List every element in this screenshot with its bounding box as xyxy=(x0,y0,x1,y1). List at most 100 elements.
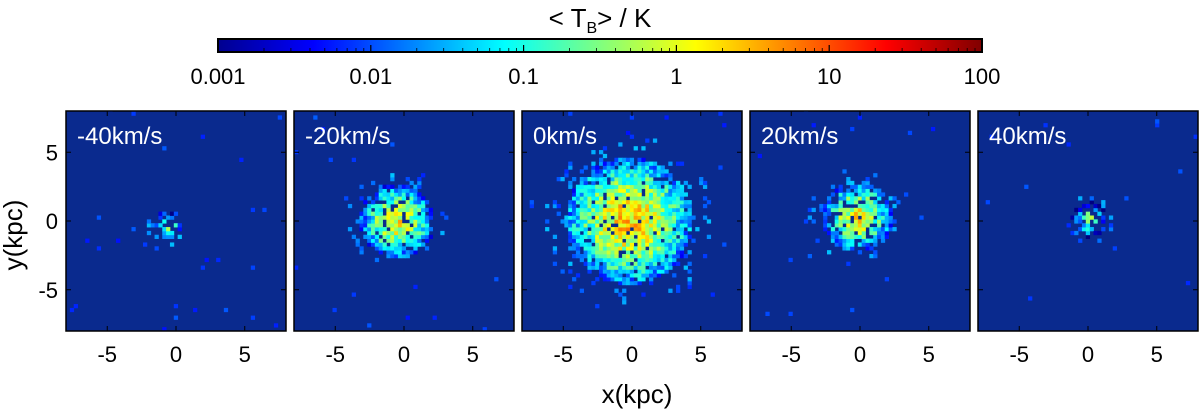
map-cell xyxy=(625,238,631,243)
map-cell xyxy=(421,242,426,247)
map-cell xyxy=(154,223,159,228)
map-cell xyxy=(834,238,839,243)
map-cell xyxy=(223,307,229,313)
map-cell xyxy=(405,223,410,228)
map-cell xyxy=(645,269,650,274)
map-cell xyxy=(633,196,638,201)
map-cell xyxy=(579,288,584,293)
map-cell xyxy=(652,246,658,251)
map-cell xyxy=(645,184,650,189)
map-cell xyxy=(660,188,665,193)
map-cell xyxy=(595,219,600,224)
map-cell xyxy=(618,230,623,236)
map-cell xyxy=(861,211,866,216)
map-cell xyxy=(830,192,836,197)
map-cell xyxy=(710,292,715,297)
map-cell xyxy=(587,192,592,197)
map-cell xyxy=(861,180,866,186)
map-cell xyxy=(877,188,882,193)
map-cell xyxy=(579,192,584,197)
map-cell xyxy=(811,207,816,213)
map-cell xyxy=(857,188,863,193)
map-cell xyxy=(649,184,654,189)
map-cell xyxy=(610,273,615,278)
map-cell xyxy=(606,215,611,220)
map-cell xyxy=(405,211,410,216)
map-cell xyxy=(842,211,847,216)
map-cell xyxy=(401,234,407,239)
map-cell xyxy=(877,223,882,228)
map-cell xyxy=(672,200,677,205)
map-cell xyxy=(614,184,619,189)
map-cell xyxy=(405,254,410,259)
map-cell xyxy=(606,269,611,274)
map-cell xyxy=(842,207,847,213)
map-cell xyxy=(413,184,418,189)
map-cell xyxy=(599,238,604,243)
map-cell xyxy=(606,219,611,224)
map-cell xyxy=(618,273,623,278)
map-cell xyxy=(850,227,855,232)
map-cell xyxy=(568,261,573,266)
map-cell xyxy=(413,192,418,197)
map-cell xyxy=(371,203,376,209)
map-cell xyxy=(572,192,577,197)
map-cell xyxy=(672,273,677,278)
map-cell xyxy=(629,207,635,213)
map-cell xyxy=(409,215,414,220)
map-cell xyxy=(660,173,665,178)
map-cell xyxy=(641,211,646,216)
map-cell xyxy=(861,230,866,236)
map-cell xyxy=(645,188,650,193)
map-cell xyxy=(572,242,577,247)
map-cell xyxy=(397,203,403,209)
map-cell xyxy=(652,227,658,232)
map-cell xyxy=(679,238,685,243)
map-cell xyxy=(625,215,631,220)
map-cell xyxy=(846,238,851,243)
map-cell xyxy=(656,207,661,213)
map-cell xyxy=(850,207,855,213)
map-cell xyxy=(602,184,608,189)
map-cell xyxy=(363,215,368,220)
emission-map xyxy=(69,111,282,331)
map-cell xyxy=(649,257,654,263)
map-cell xyxy=(641,257,646,263)
map-cell xyxy=(572,227,577,232)
map-cell xyxy=(660,261,665,266)
map-cell xyxy=(618,188,623,193)
map-cell xyxy=(641,242,646,247)
map-cell xyxy=(668,246,673,251)
map-cell xyxy=(583,250,588,255)
map-cell xyxy=(629,134,635,139)
map-cell xyxy=(409,242,414,247)
map-cell xyxy=(587,269,592,274)
map-cell xyxy=(394,215,399,220)
map-cell xyxy=(367,242,372,247)
map-cell xyxy=(610,261,615,266)
map-cell xyxy=(614,265,619,270)
map-cell xyxy=(641,292,646,297)
map-cell xyxy=(382,242,387,247)
map-cell xyxy=(641,254,646,259)
map-cell xyxy=(865,203,870,209)
map-cell xyxy=(417,177,422,182)
map-cell xyxy=(637,230,642,236)
map-cell xyxy=(405,250,410,255)
map-cell xyxy=(583,180,588,186)
map-cell xyxy=(625,203,631,209)
map-cell xyxy=(850,242,855,247)
map-cell xyxy=(618,203,623,209)
map-cell xyxy=(668,242,673,247)
map-cell xyxy=(386,207,391,213)
map-cell xyxy=(401,203,407,209)
map-cell xyxy=(583,192,588,197)
map-cell xyxy=(610,254,615,259)
map-cell xyxy=(575,211,581,216)
map-cell xyxy=(614,157,619,162)
map-cell xyxy=(873,242,878,247)
map-cell xyxy=(672,246,677,251)
map-cell xyxy=(637,173,642,178)
map-cell xyxy=(834,215,839,220)
map-cell xyxy=(846,196,851,201)
